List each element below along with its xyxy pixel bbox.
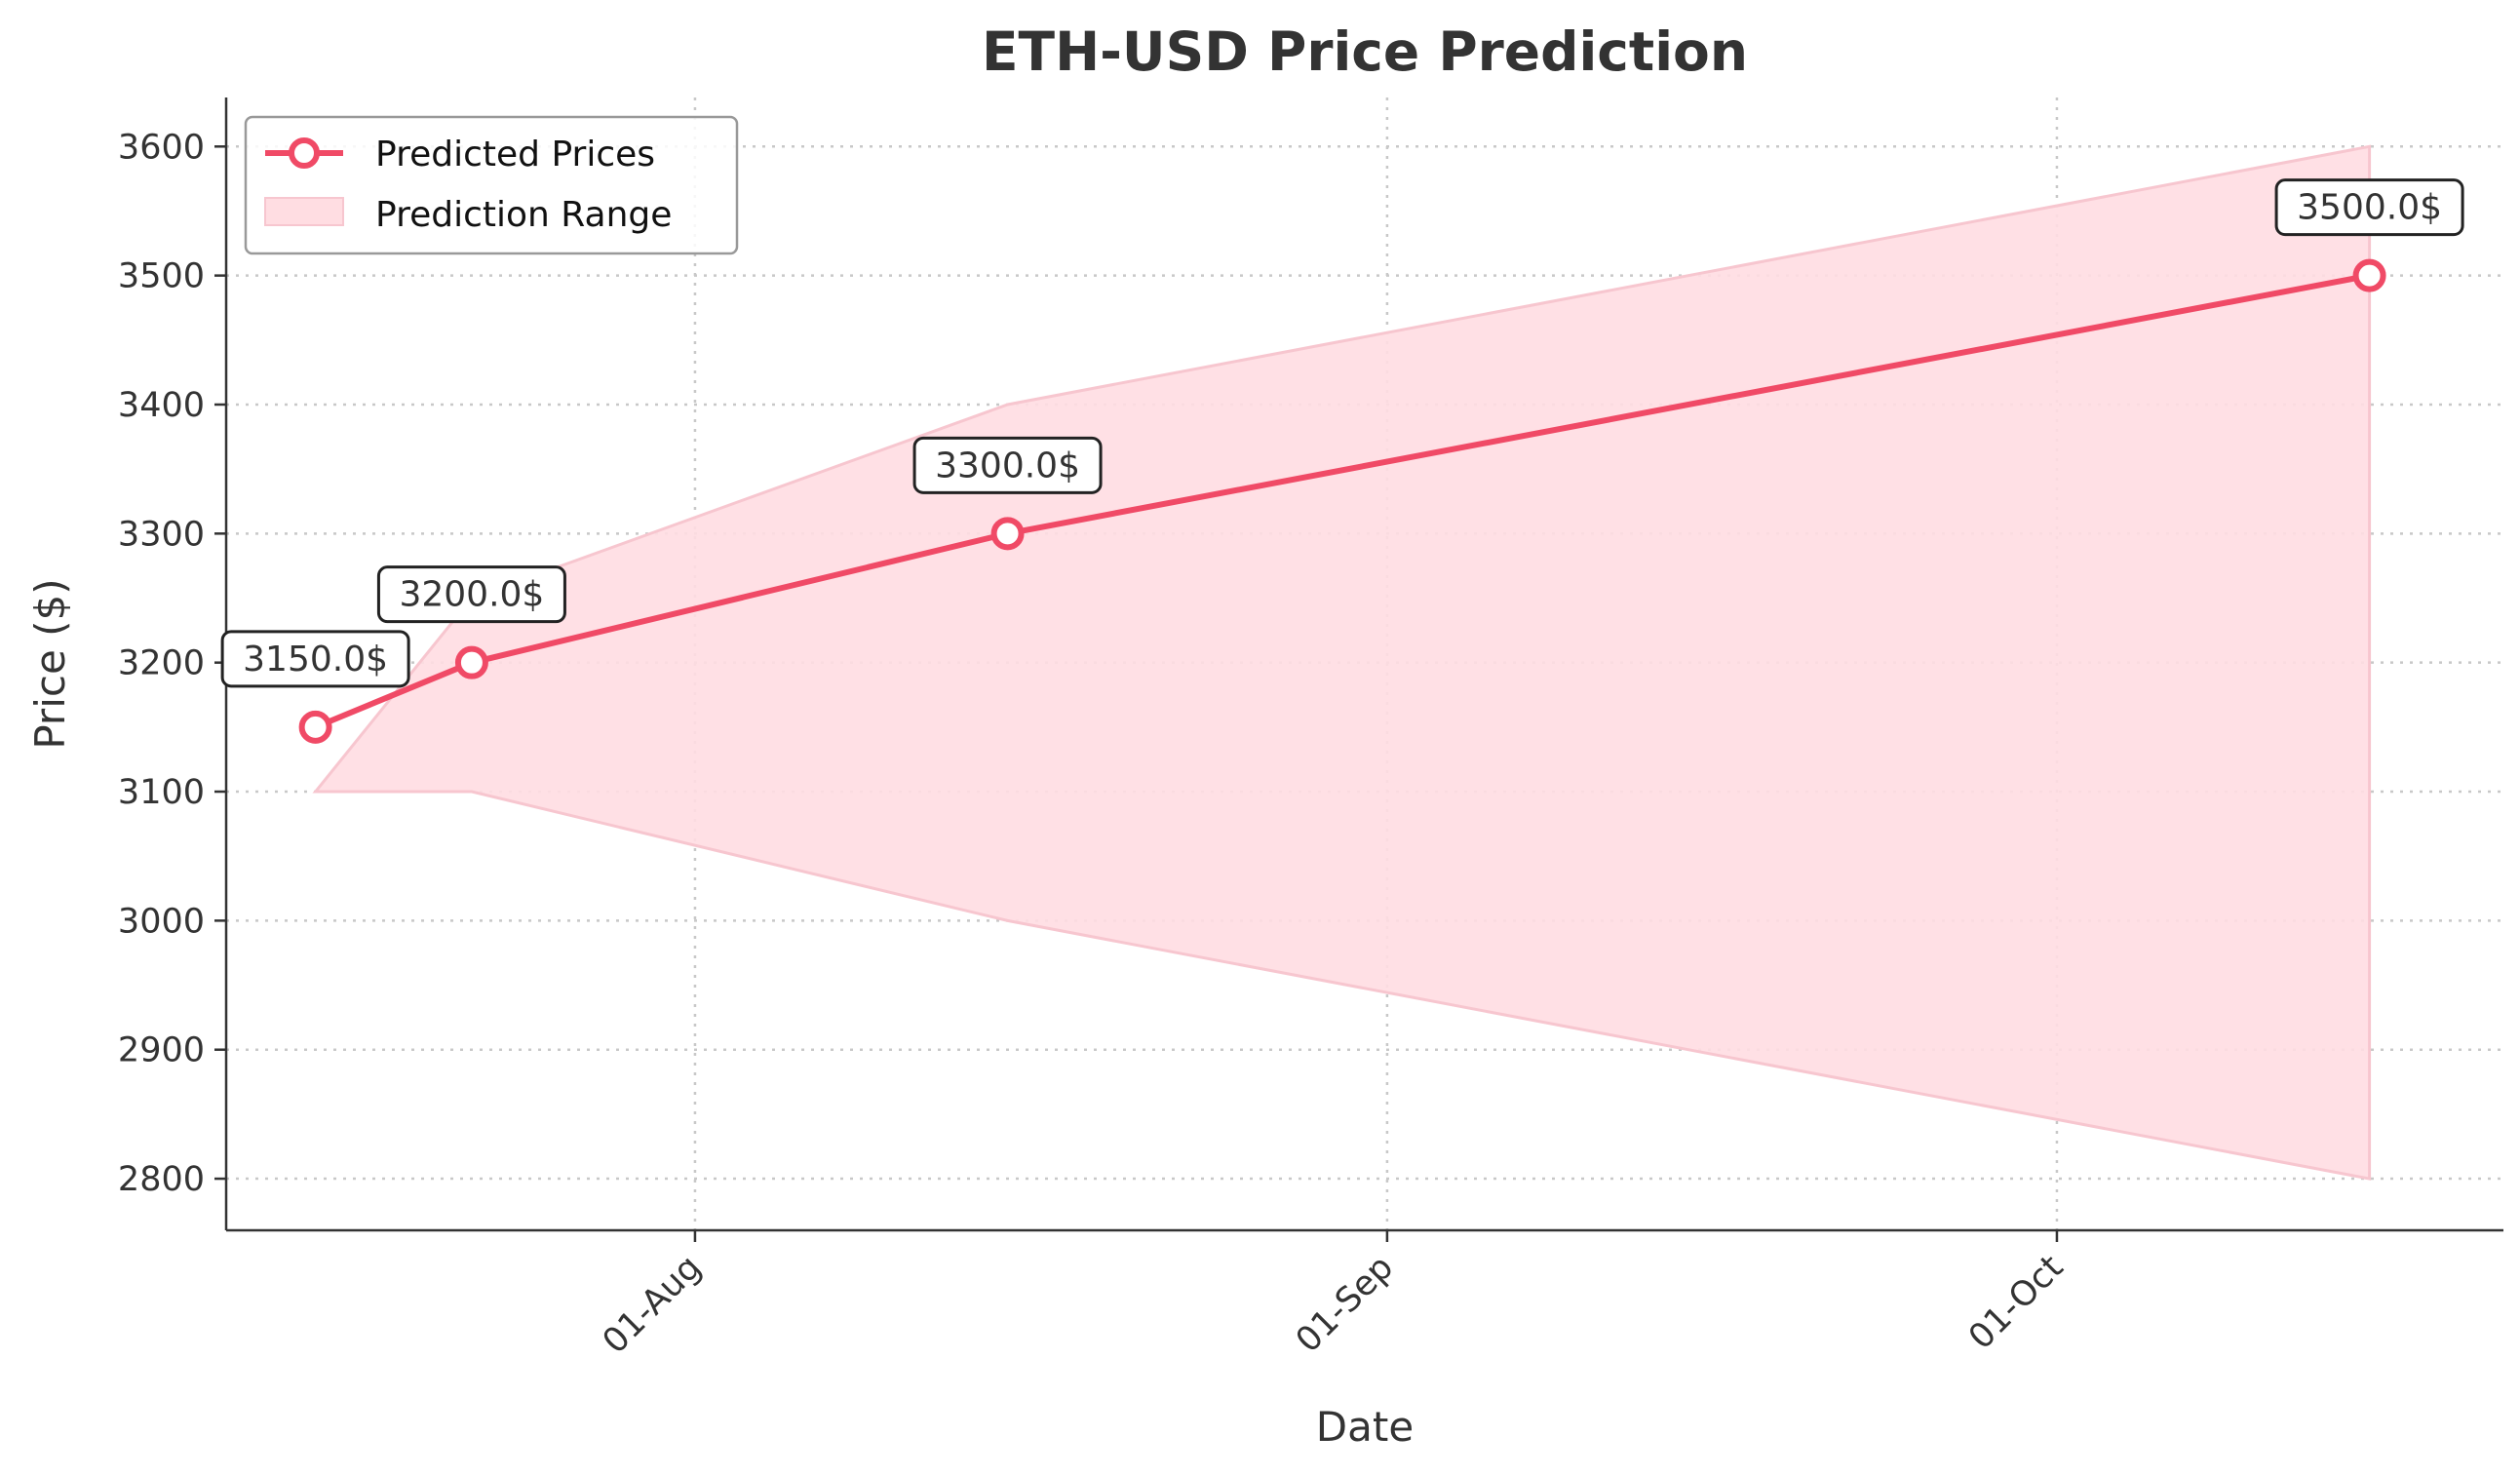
data-point xyxy=(454,645,488,679)
y-tick-label: 2800 xyxy=(118,1160,205,1199)
data-label: 3300.0$ xyxy=(935,446,1080,485)
y-tick-label: 3100 xyxy=(118,773,205,812)
data-label: 3500.0$ xyxy=(2297,188,2442,228)
data-label-box xyxy=(220,630,410,688)
predicted-prices-line xyxy=(312,272,2373,730)
x-axis-label: Date xyxy=(1316,1403,1414,1451)
legend: Predicted Prices Prediction Range xyxy=(244,115,739,255)
legend-marker-swatch xyxy=(289,137,320,169)
y-tick-label: 2900 xyxy=(118,1031,205,1070)
legend-label-predicted: Predicted Prices xyxy=(375,135,655,175)
legend-frame xyxy=(244,115,739,255)
predicted-prices-layer xyxy=(298,258,2386,744)
data-label-box xyxy=(2274,178,2464,237)
chart-title: ETH-USD Price Prediction xyxy=(982,20,1748,83)
data-label-box xyxy=(912,436,1103,494)
annotations: 3150.0$ 3200.0$ 3300.0$ 3500.0$ xyxy=(220,178,2464,688)
y-tick-label: 3200 xyxy=(118,644,205,683)
y-axis-label: Price ($) xyxy=(26,578,74,749)
y-tick-label: 3300 xyxy=(118,515,205,554)
legend-label-range: Prediction Range xyxy=(375,195,672,235)
y-tick-label: 3400 xyxy=(118,386,205,425)
ticks: 28002900300031003200330034003500360001-A… xyxy=(118,128,2071,1361)
data-point xyxy=(2352,258,2386,292)
legend-range-swatch xyxy=(264,197,344,226)
prediction-range-layer xyxy=(312,144,2372,1181)
data-point xyxy=(298,710,332,744)
y-tick-label: 3500 xyxy=(118,257,205,296)
data-label: 3150.0$ xyxy=(243,640,388,679)
y-tick-label: 3600 xyxy=(118,128,205,167)
data-label-box xyxy=(376,565,566,624)
data-point xyxy=(990,517,1025,551)
data-label: 3200.0$ xyxy=(399,575,544,615)
y-tick-label: 3000 xyxy=(118,902,205,941)
prediction-range-band xyxy=(312,144,2372,1181)
